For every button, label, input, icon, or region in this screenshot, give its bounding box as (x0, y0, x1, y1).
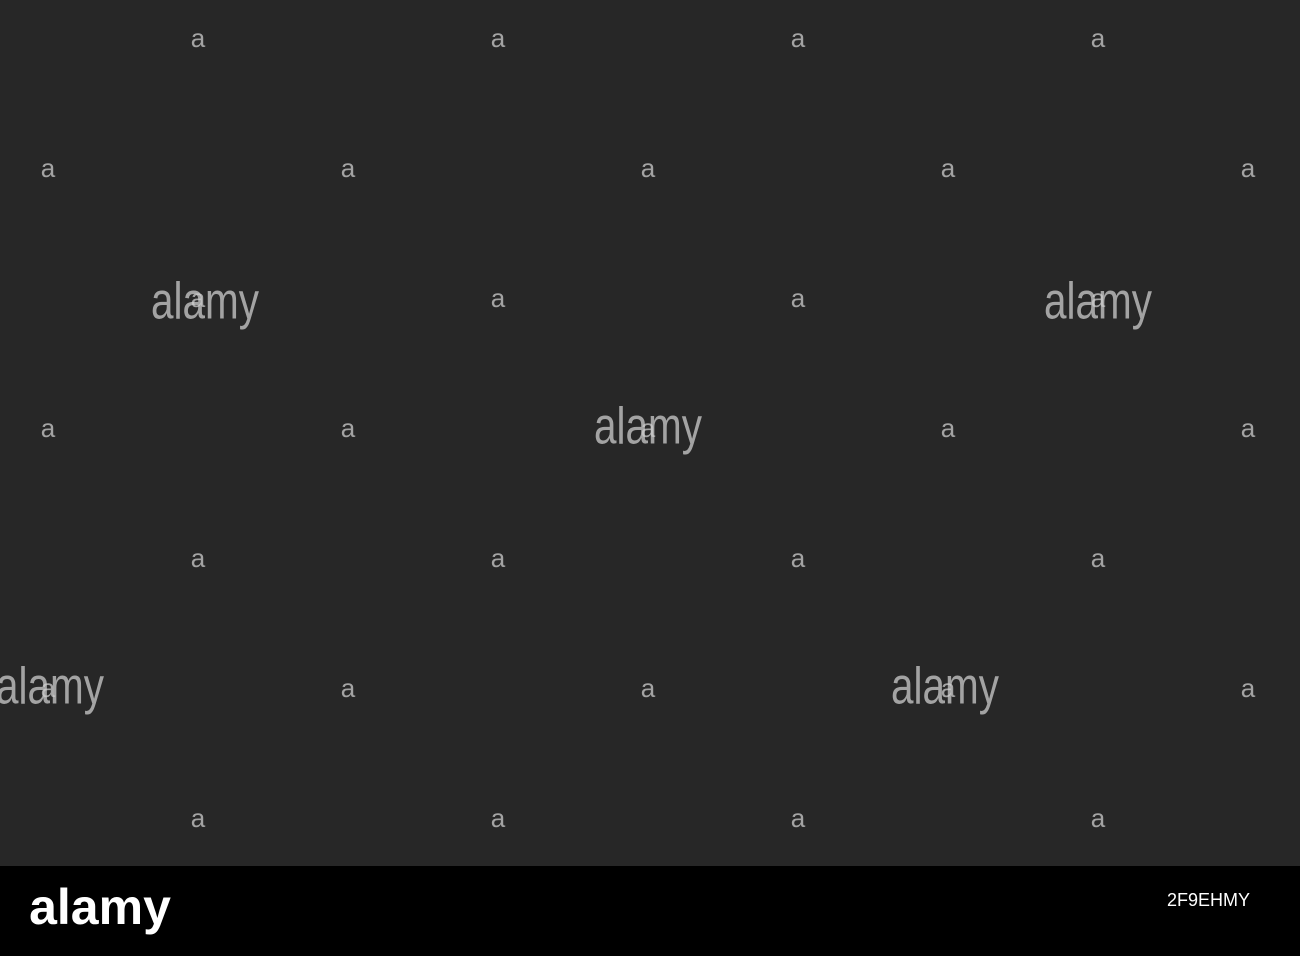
watermark-mark: a (641, 673, 656, 703)
watermark-mark: a (491, 543, 506, 573)
watermark-mark: a (41, 413, 56, 443)
footer-band (0, 866, 1300, 956)
watermark-mark: a (941, 413, 956, 443)
watermark-mark: a (341, 153, 356, 183)
watermark-mark: a (341, 673, 356, 703)
watermark-mark: a (1091, 543, 1106, 573)
watermark-mark: a (41, 673, 56, 703)
watermark-logo: alamy (594, 398, 702, 456)
watermark-mark: a (941, 153, 956, 183)
watermark-mark: a (341, 413, 356, 443)
watermark-mark: a (1241, 673, 1256, 703)
watermark-mark: a (1091, 803, 1106, 833)
image-id: 2F9EHMY (1167, 890, 1250, 910)
watermark-mark: a (791, 23, 806, 53)
watermark-mark: a (791, 803, 806, 833)
watermark-logo: alamy (151, 273, 259, 331)
watermark-mark: a (791, 543, 806, 573)
watermark-mark: a (941, 673, 956, 703)
watermark-mark: a (1241, 153, 1256, 183)
chart-background (0, 0, 1300, 866)
watermark-mark: a (1091, 23, 1106, 53)
watermark-logo: alamy (1044, 273, 1152, 331)
watermark-mark: a (1091, 283, 1106, 313)
watermark-mark: a (191, 283, 206, 313)
watermark-mark: a (491, 803, 506, 833)
footer-logo: alamy (29, 879, 171, 935)
watermark-mark: a (41, 153, 56, 183)
watermark-mark: a (791, 283, 806, 313)
watermark-logo: alamy (891, 658, 999, 716)
watermark-mark: a (191, 23, 206, 53)
watermark-mark: a (641, 413, 656, 443)
watermark-mark: a (191, 803, 206, 833)
watermark-mark: a (491, 23, 506, 53)
watermark-mark: a (1241, 413, 1256, 443)
watermark-mark: a (191, 543, 206, 573)
watermark-mark: a (641, 153, 656, 183)
watermark-logo: alamy (0, 658, 104, 716)
watermark-mark: a (491, 283, 506, 313)
